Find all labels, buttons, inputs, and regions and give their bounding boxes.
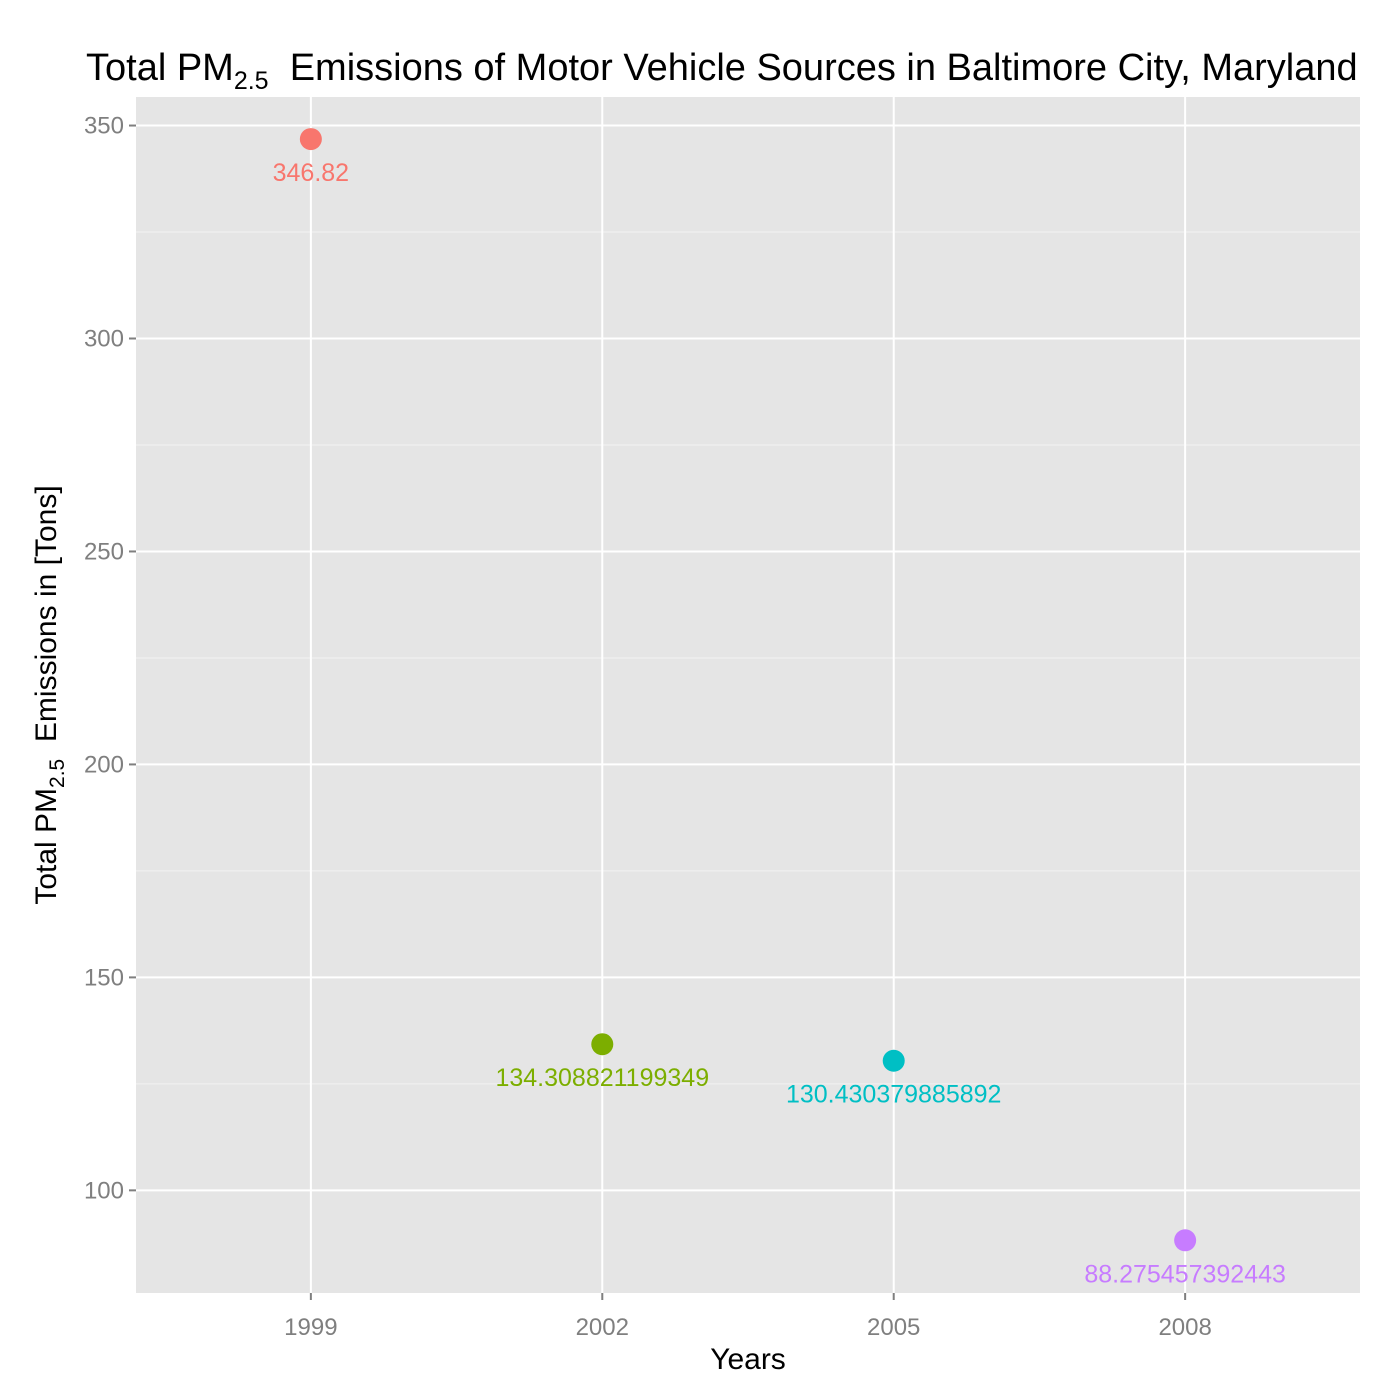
y-tick-label: 100 [84,1177,124,1204]
data-label: 130.430379885892 [786,1081,1002,1109]
data-label: 134.308821199349 [495,1064,709,1092]
x-axis-title: Years [710,1343,786,1376]
x-tick-label: 2002 [576,1314,629,1341]
panel-background [136,97,1360,1293]
chart-title: Total PM2.5 Emissions of Motor Vehicle S… [86,47,1358,95]
x-tick-label: 1999 [284,1314,337,1341]
minor-gridlines [136,231,1360,1085]
data-label: 88.275457392443 [1084,1260,1286,1288]
data-labels: 346.82 134.308821199349 130.430379885892 88… [273,159,1286,1288]
data-points [299,128,1197,1252]
y-tick-label: 300 [84,326,124,353]
x-axis: 1999 2002 2005 2008 [284,1293,1212,1341]
y-tick-label: 150 [84,964,124,991]
y-tick-label: 250 [84,538,124,565]
x-tick-label: 2005 [867,1314,920,1341]
y-tick-label: 350 [84,113,124,140]
y-axis: 100 150 200 250 300 350 [84,113,136,1204]
data-point [1174,1229,1197,1252]
y-tick-label: 200 [84,751,124,778]
data-point [299,128,322,151]
x-tick-label: 2008 [1158,1314,1211,1341]
data-point [882,1049,905,1072]
data-point [591,1033,614,1056]
data-label: 346.82 [273,159,349,187]
y-axis-title: Total PM2.5 Emissions in [Tons] [30,485,69,904]
major-gridlines [136,97,1360,1293]
